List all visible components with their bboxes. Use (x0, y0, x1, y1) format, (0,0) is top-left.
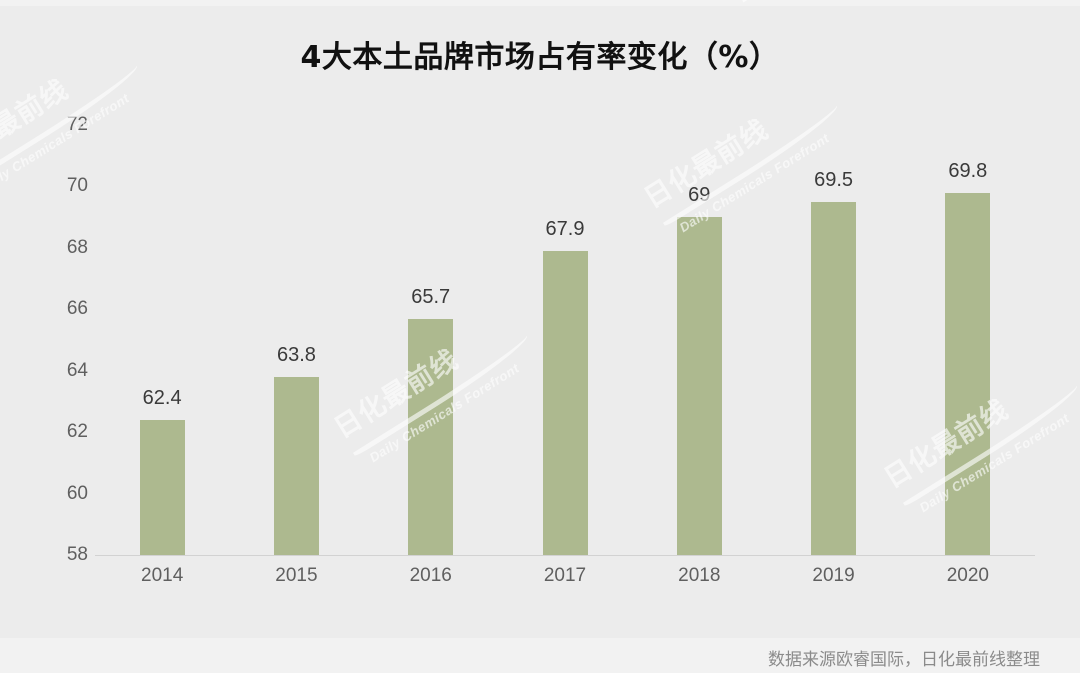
bar-value-label: 65.7 (411, 285, 451, 308)
bar-2020[interactable] (945, 192, 991, 555)
y-axis-tick-label: 66 (66, 298, 88, 320)
x-axis-tick-label: 2020 (946, 565, 989, 586)
y-axis-tick-label: 70 (66, 175, 88, 197)
bar-value-label: 63.8 (276, 343, 316, 366)
bar-value-label: 69.8 (948, 159, 988, 182)
bar-2019[interactable] (811, 201, 857, 555)
bar-2015[interactable] (273, 376, 319, 555)
footer-band (0, 638, 1080, 673)
x-axis-tick-label: 2016 (409, 565, 452, 586)
y-axis-tick-label: 72 (66, 114, 88, 135)
x-axis-tick-label: 2015 (275, 565, 318, 586)
bar-value-label: 69.5 (814, 168, 854, 191)
x-axis-tick-label: 2014 (141, 565, 184, 586)
y-axis-tick-label: 68 (66, 236, 88, 258)
bar-2014[interactable] (139, 419, 185, 555)
bar-2018[interactable] (676, 217, 722, 555)
chart-title: 4大本土品牌市场占有率变化（%） (300, 40, 780, 75)
y-axis-tick-label: 64 (66, 359, 88, 381)
bar-2016[interactable] (408, 318, 454, 555)
x-axis-tick-label: 2017 (543, 565, 587, 586)
y-axis-tick-label: 58 (66, 544, 88, 565)
x-axis-baseline (95, 555, 1035, 556)
x-axis-tick-label: 2019 (812, 565, 855, 586)
source-note: 数据来源欧睿国际，日化最前线整理 (768, 650, 1040, 670)
bar-value-label: 67.9 (545, 217, 585, 240)
bar-value-label: 69 (688, 184, 711, 207)
x-axis-tick-label: 2018 (678, 565, 721, 586)
y-axis-tick-label: 60 (66, 482, 88, 504)
plot-area: 72 70 68 66 64 62 60 58 62.4 2014 63.8 2015 65.7 2016… (66, 114, 1035, 586)
y-axis-tick-label: 62 (66, 421, 88, 443)
bar-value-label: 62.4 (142, 386, 182, 409)
bar-2017[interactable] (542, 250, 588, 555)
